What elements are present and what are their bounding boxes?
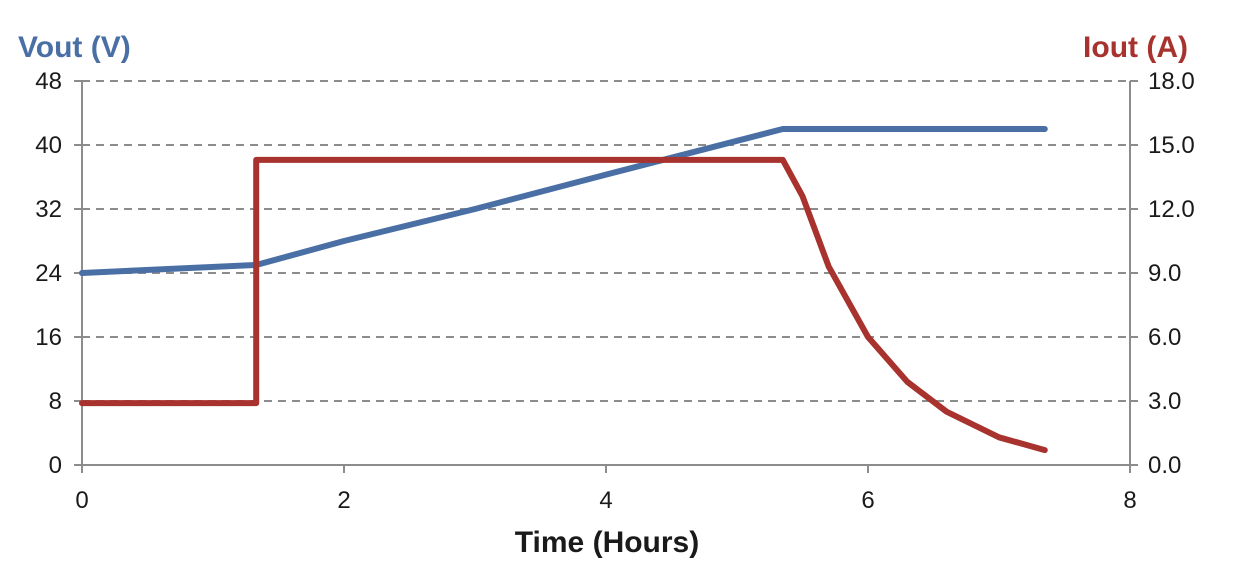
x-tick-label: 0 [75, 487, 88, 514]
y-left-tick-label: 8 [49, 388, 62, 415]
y-right-tick-label: 3.0 [1148, 388, 1181, 415]
y-left-tick-label: 32 [35, 196, 62, 223]
iout-series-line [79, 156, 1048, 454]
x-tick-label: 6 [861, 487, 874, 514]
y-right-tick-label: 15.0 [1148, 132, 1195, 159]
vout-series-line [79, 126, 1048, 276]
y-right-tick-label: 18.0 [1148, 68, 1195, 95]
series [79, 126, 1048, 454]
axes [74, 80, 1138, 473]
y-left-axis-title: Vout (V) [18, 31, 131, 64]
y-right-tick-label: 6.0 [1148, 324, 1181, 351]
y-right-axis-title: Iout (A) [1083, 31, 1188, 64]
y-left-tick-label: 0 [49, 452, 62, 479]
y-left-tick-label: 24 [35, 260, 62, 287]
y-left-tick-label: 48 [35, 68, 62, 95]
x-tick-label: 4 [599, 487, 612, 514]
y-left-tick-label: 16 [35, 324, 62, 351]
x-axis-title: Time (Hours) [515, 526, 699, 559]
x-tick-label: 8 [1123, 487, 1136, 514]
y-left-tick-label: 40 [35, 132, 62, 159]
y-right-tick-label: 0.0 [1148, 452, 1181, 479]
y-right-tick-label: 9.0 [1148, 260, 1181, 287]
x-tick-label: 2 [337, 487, 350, 514]
y-right-tick-label: 12.0 [1148, 196, 1195, 223]
